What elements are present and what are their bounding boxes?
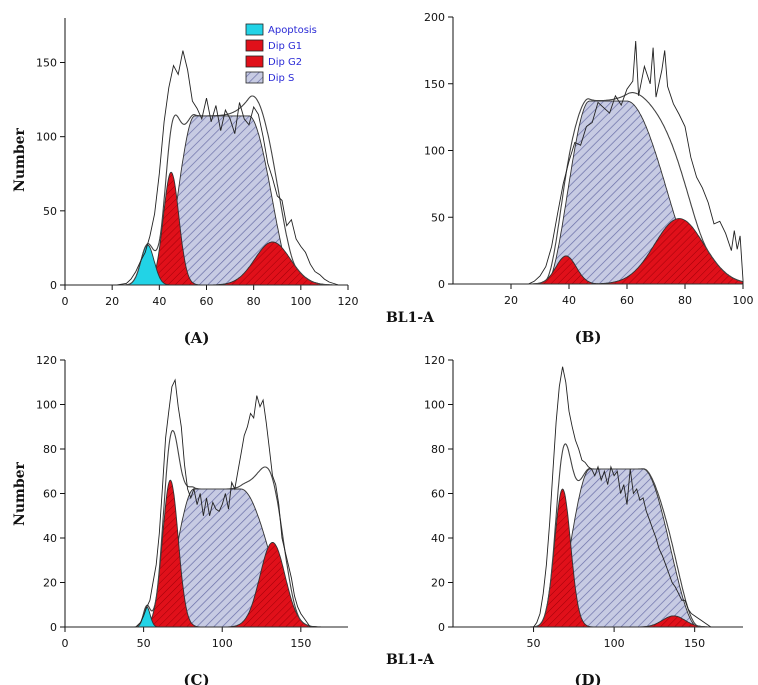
y-tick-label: 100	[424, 145, 445, 158]
x-axis-label-bottom: BL1-A	[386, 652, 435, 668]
x-tick-label: 20	[105, 295, 119, 308]
y-tick-label: 40	[43, 532, 57, 545]
x-tick-label: 0	[62, 637, 69, 650]
raw-histogram-line	[453, 366, 743, 628]
y-tick-label: 0	[50, 279, 57, 292]
y-tick-label: 20	[43, 577, 57, 590]
y-axis-label-top: Number	[12, 127, 28, 191]
panel-label: (A)	[184, 329, 210, 347]
x-tick-label: 80	[247, 295, 261, 308]
x-tick-label: 100	[212, 637, 233, 650]
x-tick-label: 60	[620, 294, 634, 307]
y-tick-label: 0	[50, 621, 57, 634]
panel-d: 50 100 150 0 20 40 60 80 100 120 (D)	[424, 354, 743, 685]
y-tick-label: 150	[424, 78, 445, 91]
y-tick-label: 0	[438, 621, 445, 634]
x-tick-label: 40	[152, 295, 166, 308]
x-tick-label: 100	[733, 294, 754, 307]
y-tick-label: 120	[424, 354, 445, 367]
panel-c: 0 50 100 150 0 20 40 60 80 100 120 (C)	[36, 354, 348, 685]
y-tick-label: 60	[43, 488, 57, 501]
y-tick-label: 40	[431, 532, 445, 545]
y-tick-label: 100	[36, 131, 57, 144]
x-axis-label-top: BL1-A	[386, 310, 435, 326]
y-tick-label: 60	[431, 488, 445, 501]
panel-label: (B)	[575, 328, 602, 346]
legend-label-apoptosis: Apoptosis	[268, 25, 317, 36]
x-tick-label: 150	[290, 637, 311, 650]
x-tick-label: 100	[604, 637, 625, 650]
legend: Apoptosis Dip G1 Dip G2 Dip S	[245, 23, 317, 84]
x-tick-label: 0	[62, 295, 69, 308]
series-dip-s	[65, 488, 348, 628]
legend-swatch-apoptosis	[245, 23, 264, 36]
panel-label: (C)	[183, 671, 209, 685]
y-axis-label-bottom: Number	[12, 461, 28, 525]
x-tick-label: 20	[504, 294, 518, 307]
x-tick-label: 100	[290, 295, 311, 308]
x-tick-label: 120	[338, 295, 359, 308]
x-tick-label: 50	[527, 637, 541, 650]
y-tick-label: 80	[43, 443, 57, 456]
legend-swatch-dip-g1	[245, 39, 264, 52]
x-tick-label: 150	[684, 637, 705, 650]
y-tick-label: 100	[424, 399, 445, 412]
legend-label-dip-s: Dip S	[268, 73, 294, 84]
y-tick-label: 50	[43, 205, 57, 218]
y-tick-label: 50	[431, 211, 445, 224]
y-tick-label: 100	[36, 399, 57, 412]
x-tick-label: 80	[678, 294, 692, 307]
y-tick-label: 120	[36, 354, 57, 367]
legend-swatch-dip-s	[245, 71, 264, 84]
panel-b: 20 40 60 80 100 0 50 100 150 200 (B)	[424, 11, 754, 346]
x-tick-label: 40	[562, 294, 576, 307]
y-tick-label: 200	[424, 11, 445, 24]
series-dip-s	[65, 115, 348, 286]
panel-label: (D)	[574, 671, 601, 685]
legend-swatch-dip-g2	[245, 55, 264, 68]
raw-histogram-line	[453, 40, 744, 285]
raw-histogram-line	[65, 50, 348, 286]
panel-a: 0 20 40 60 80 100 120 0 50 100 150 (A)	[36, 18, 359, 347]
x-tick-label: 60	[200, 295, 214, 308]
raw-histogram-line	[65, 378, 348, 628]
series-dip-s	[453, 468, 743, 628]
y-tick-label: 150	[36, 57, 57, 70]
y-tick-label: 80	[431, 443, 445, 456]
x-tick-label: 50	[137, 637, 151, 650]
legend-label-dip-g1: Dip G1	[268, 41, 302, 52]
y-tick-label: 0	[438, 278, 445, 291]
legend-label-dip-g2: Dip G2	[268, 57, 302, 68]
y-tick-label: 20	[431, 577, 445, 590]
